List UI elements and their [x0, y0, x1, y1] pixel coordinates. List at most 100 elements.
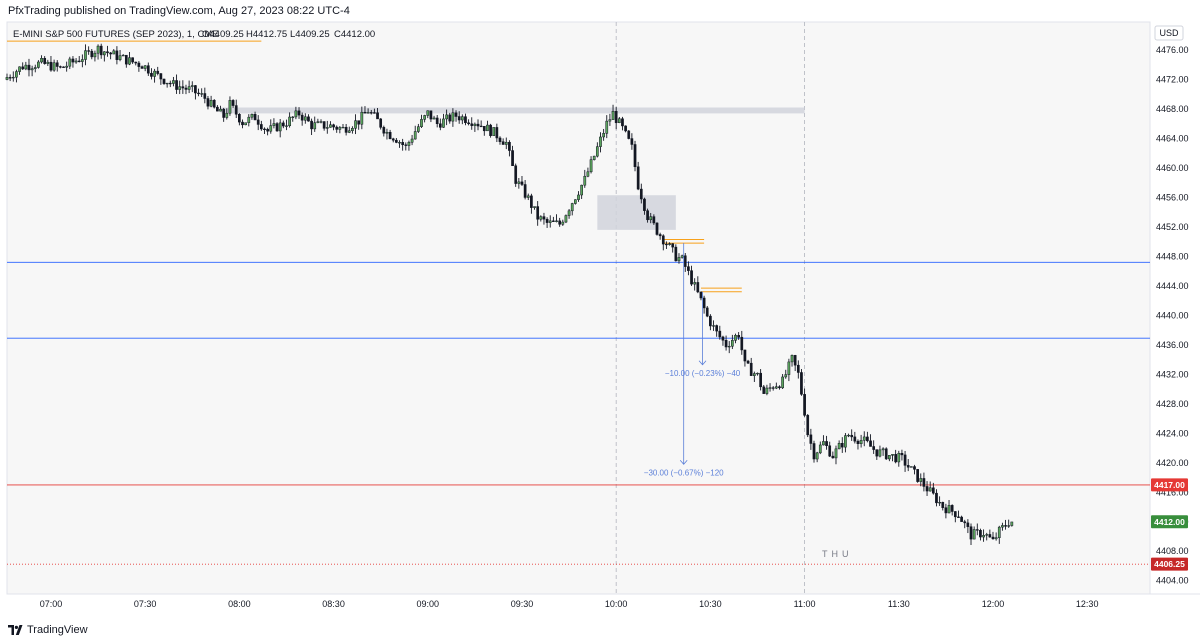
candle-body [382, 127, 386, 134]
measure-label: −30.00 (−0.67%) −120 [644, 468, 724, 477]
bear-candle [281, 120, 285, 129]
bear-candle [840, 437, 844, 453]
bull-candle [1001, 522, 1004, 531]
bear-candle [197, 88, 200, 97]
bear-candle [49, 56, 53, 72]
bear-candle [931, 482, 935, 495]
bear-candle [906, 459, 910, 472]
bear-candle [771, 386, 775, 391]
bull-candle [787, 358, 791, 382]
bear-candle [156, 66, 160, 76]
bull-candle [617, 116, 621, 124]
bear-candle [300, 112, 304, 126]
bull-candle [102, 51, 106, 62]
candle-body [46, 61, 50, 64]
candle-body [420, 119, 423, 127]
price-axis[interactable] [1150, 22, 1200, 594]
candle-body [922, 478, 926, 487]
price-tick-label: 4468.00 [1156, 104, 1189, 114]
candle-body [683, 255, 687, 267]
bear-candle [740, 330, 744, 355]
candle-body [633, 144, 637, 168]
bull-candle [756, 372, 759, 376]
bull-candle [561, 219, 565, 226]
bear-candle [206, 96, 210, 110]
time-axis[interactable] [7, 594, 1150, 620]
bull-candle [228, 96, 232, 116]
bull-candle [165, 82, 169, 88]
bull-candle [178, 80, 182, 95]
tradingview-brand[interactable]: TradingView [27, 624, 88, 636]
candle-body [109, 52, 112, 55]
candle-body [118, 55, 122, 60]
currency-button[interactable]: USD [1154, 25, 1184, 41]
price-tick-label: 4404.00 [1156, 576, 1189, 586]
bear-candle [429, 110, 433, 123]
bear-candle [705, 305, 709, 318]
bear-candle [438, 118, 442, 131]
candle-body [49, 61, 53, 71]
bull-candle [847, 433, 850, 438]
bear-candle [256, 115, 260, 131]
measure-arrow [679, 460, 688, 465]
candle-body [752, 373, 756, 376]
bear-candle [633, 140, 637, 172]
candle-body [897, 452, 901, 463]
bear-candle [856, 439, 860, 450]
candle-body [266, 128, 269, 132]
candle-body [347, 130, 351, 133]
bull-candle [112, 49, 116, 55]
bear-candle [718, 325, 722, 340]
price-badge-bg [1151, 478, 1188, 492]
candle-body [442, 118, 445, 128]
tradingview-logo-icon[interactable] [8, 623, 24, 637]
bull-candle [460, 114, 464, 125]
bear-candle [759, 369, 762, 391]
bear-candle [115, 46, 119, 65]
bear-candle [872, 440, 876, 454]
candle-body [555, 220, 558, 222]
bear-candle [448, 112, 452, 124]
bear-candle [467, 119, 470, 126]
candle-body [869, 440, 872, 447]
candle-body [709, 315, 712, 327]
time-tick-label: 08:00 [228, 599, 251, 609]
bull-candle [65, 61, 69, 72]
candle-body [988, 534, 992, 538]
bear-candle [903, 450, 907, 472]
bear-candle [307, 114, 310, 122]
plot-area[interactable] [6, 21, 1151, 595]
bull-candle [225, 108, 229, 120]
candle-body [900, 452, 904, 456]
bear-candle [263, 127, 266, 135]
candle-body [247, 116, 251, 123]
bear-candle [875, 449, 879, 460]
candle-body [558, 220, 562, 225]
bear-candle [922, 472, 926, 492]
candle-body [715, 325, 719, 332]
bear-candle [988, 529, 992, 538]
candle-body [646, 210, 649, 221]
bull-candle [765, 384, 769, 396]
session-separators [615, 22, 805, 594]
measure-tool: −30.00 (−0.67%) −120 [644, 243, 724, 477]
bull-candle [595, 142, 599, 158]
candle-body [473, 123, 477, 126]
candle-body [762, 386, 766, 394]
fvg-zone [597, 195, 676, 230]
bear-candle [969, 523, 973, 546]
bull-candle [432, 115, 436, 120]
bear-candle [495, 123, 499, 143]
bear-candle [489, 123, 492, 138]
bear-candle [159, 73, 163, 85]
candle-body [953, 511, 957, 518]
bear-candle [661, 234, 665, 251]
candle-body [564, 215, 568, 223]
bull-candle [586, 167, 590, 178]
bear-candle [803, 388, 806, 417]
bull-candle [994, 532, 998, 541]
price-tick-label: 4424.00 [1156, 428, 1189, 438]
bear-candle [963, 519, 967, 529]
candle-body [131, 57, 134, 63]
